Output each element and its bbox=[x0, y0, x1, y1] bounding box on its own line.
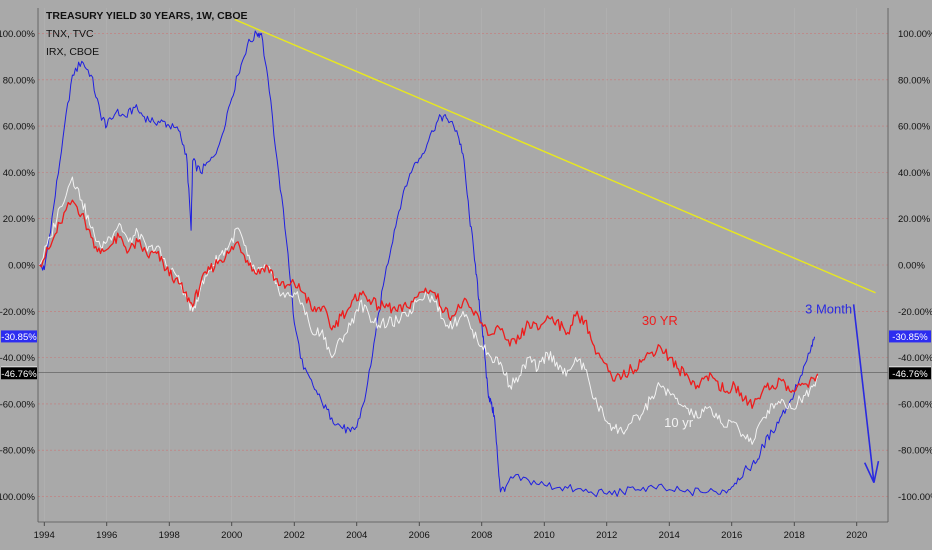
trendline bbox=[234, 18, 876, 294]
y-tick-label-left: -100.00% bbox=[0, 492, 36, 503]
annotation-label: 30 YR bbox=[642, 313, 678, 328]
arrow-head-left bbox=[863, 462, 875, 483]
arrow-shaft bbox=[852, 304, 875, 483]
legend-entry: IRX, CBOE bbox=[46, 46, 99, 58]
price-badge-right-text: -30.85% bbox=[892, 332, 928, 343]
y-tick-label-right: 0.00% bbox=[898, 261, 925, 272]
y-tick-label-left: -60.00% bbox=[0, 399, 36, 410]
price-badge-left-text: -46.76% bbox=[1, 369, 37, 380]
price-badge-left-text: -30.85% bbox=[1, 332, 37, 343]
price-badge-right bbox=[889, 330, 931, 343]
x-tick-label: 2008 bbox=[471, 530, 492, 541]
y-tick-label-right: -80.00% bbox=[898, 446, 932, 457]
y-tick-label-right: 20.00% bbox=[898, 214, 931, 225]
annotation-label: 3 Month bbox=[805, 302, 852, 317]
price-badge-right bbox=[889, 367, 931, 380]
arrow-head-right bbox=[873, 460, 880, 483]
y-tick-label-left: 0.00% bbox=[8, 261, 35, 272]
x-tick-label: 1998 bbox=[159, 530, 180, 541]
x-tick-label: 2014 bbox=[659, 530, 680, 541]
x-tick-label: 2018 bbox=[784, 530, 805, 541]
y-tick-label-right: 40.00% bbox=[898, 168, 931, 179]
y-tick-label-right: 100.00% bbox=[898, 29, 932, 40]
y-tick-label-left: -80.00% bbox=[0, 446, 36, 457]
series-line-30-yr bbox=[39, 199, 819, 409]
chart-title: TREASURY YIELD 30 YEARS, 1W, CBOE bbox=[46, 10, 248, 22]
x-tick-label: 2012 bbox=[596, 530, 617, 541]
y-tick-label-left: 40.00% bbox=[3, 168, 36, 179]
y-tick-label-left: -20.00% bbox=[0, 307, 36, 318]
x-tick-label: 2004 bbox=[346, 530, 367, 541]
x-tick-label: 2000 bbox=[221, 530, 242, 541]
x-tick-label: 1996 bbox=[96, 530, 117, 541]
y-tick-label-right: -60.00% bbox=[898, 399, 932, 410]
y-tick-label-right: 60.00% bbox=[898, 122, 931, 133]
y-tick-label-right: -20.00% bbox=[898, 307, 932, 318]
price-badge-right-text: -46.76% bbox=[892, 369, 928, 380]
series-line-3-month bbox=[39, 30, 816, 498]
annotation-label: 10 yr bbox=[664, 415, 694, 430]
x-tick-label: 2010 bbox=[534, 530, 555, 541]
price-badge-left bbox=[1, 330, 37, 343]
legend-entry: TNX, TVC bbox=[46, 28, 94, 40]
y-tick-label-left: -40.00% bbox=[0, 353, 36, 364]
x-tick-label: 2016 bbox=[721, 530, 742, 541]
x-tick-label: 2002 bbox=[284, 530, 305, 541]
y-tick-label-right: 80.00% bbox=[898, 75, 931, 86]
x-tick-label: 2006 bbox=[409, 530, 430, 541]
y-tick-label-left: 80.00% bbox=[3, 75, 36, 86]
y-tick-label-left: 60.00% bbox=[3, 122, 36, 133]
y-tick-label-right: -100.00% bbox=[898, 492, 932, 503]
y-tick-label-left: 20.00% bbox=[3, 214, 36, 225]
y-tick-label-left: 100.00% bbox=[0, 29, 36, 40]
y-tick-label-right: -40.00% bbox=[898, 353, 932, 364]
x-tick-label: 2020 bbox=[846, 530, 867, 541]
price-badge-left bbox=[1, 367, 37, 380]
series-line-10-yr bbox=[39, 176, 819, 445]
x-tick-label: 1994 bbox=[34, 530, 55, 541]
